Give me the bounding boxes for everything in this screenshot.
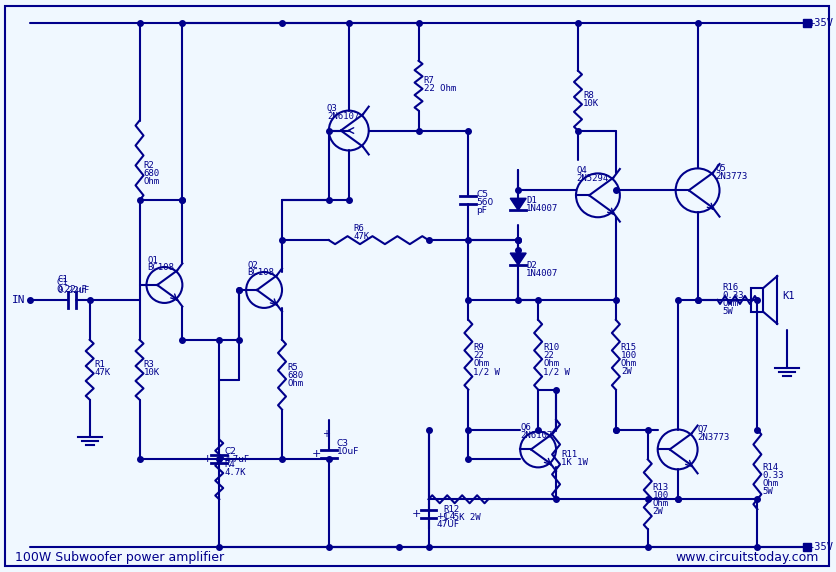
Text: R5: R5 [287, 363, 298, 372]
Text: +: + [202, 454, 212, 464]
Text: Q4: Q4 [575, 166, 586, 175]
Text: 1/2 W: 1/2 W [543, 367, 569, 376]
Text: Q1: Q1 [147, 256, 158, 265]
Text: BC108: BC108 [147, 263, 174, 272]
Text: Ohm: Ohm [143, 177, 160, 186]
Text: 47UF: 47UF [436, 520, 459, 529]
Text: R15: R15 [620, 343, 636, 352]
Text: 0.33: 0.33 [721, 292, 743, 300]
Text: C5: C5 [476, 190, 487, 199]
Text: D2: D2 [526, 261, 536, 269]
Polygon shape [510, 198, 526, 210]
Text: +35V: +35V [808, 18, 832, 28]
Text: R9: R9 [473, 343, 483, 352]
Text: 1N4007: 1N4007 [526, 204, 558, 213]
Text: 1N4007: 1N4007 [526, 268, 558, 277]
Text: Ohm: Ohm [652, 499, 668, 508]
Text: R10: R10 [543, 343, 558, 352]
Text: 47K: 47K [94, 368, 110, 377]
Text: 22: 22 [543, 351, 553, 360]
Text: C1: C1 [57, 278, 69, 287]
Text: Ohm: Ohm [620, 359, 636, 368]
Text: 22 Ohm: 22 Ohm [423, 84, 456, 93]
Text: R3: R3 [143, 360, 154, 370]
Text: +: + [322, 430, 329, 439]
Text: 4.7K: 4.7K [224, 468, 246, 477]
Text: 10uF: 10uF [336, 447, 359, 456]
Text: BC108: BC108 [247, 268, 273, 276]
Text: 10K: 10K [583, 99, 599, 108]
Text: Q5: Q5 [715, 164, 726, 173]
Text: K1: K1 [782, 291, 794, 301]
Polygon shape [510, 253, 526, 265]
Text: R2: R2 [143, 161, 154, 170]
Text: Ohm: Ohm [721, 299, 737, 308]
Text: R8: R8 [583, 91, 593, 100]
Text: -35V: -35V [808, 542, 832, 552]
Text: +: + [312, 450, 321, 459]
Text: 2W: 2W [620, 367, 631, 376]
Text: R16: R16 [721, 284, 737, 292]
Text: R13: R13 [652, 483, 668, 492]
Text: C1
0.22uF: C1 0.22uF [58, 275, 90, 295]
Text: +C4: +C4 [436, 512, 456, 521]
Text: Q2: Q2 [247, 261, 257, 269]
Text: 2N3773: 2N3773 [715, 172, 747, 181]
Text: 2W: 2W [652, 507, 663, 516]
Text: Ohm: Ohm [543, 359, 558, 368]
Text: Q3: Q3 [327, 104, 337, 113]
Text: 2N6107: 2N6107 [327, 112, 359, 121]
Text: IN: IN [12, 295, 25, 305]
Text: 1.5K 2W: 1.5K 2W [443, 513, 481, 522]
Text: pF: pF [476, 206, 487, 215]
Text: 4.7uF: 4.7uF [224, 455, 249, 464]
Text: R14: R14 [762, 463, 777, 472]
Text: 100W Subwoofer power amplifier: 100W Subwoofer power amplifier [15, 551, 224, 563]
Text: C3: C3 [336, 439, 349, 448]
Text: Q6: Q6 [520, 423, 530, 432]
Text: 560: 560 [476, 198, 493, 207]
Text: 680: 680 [143, 169, 160, 178]
Text: Ohm: Ohm [762, 479, 777, 488]
Bar [751, 288, 762, 312]
Text: 22: 22 [473, 351, 483, 360]
Text: 2N5294: 2N5294 [575, 174, 608, 183]
Text: Ohm: Ohm [287, 379, 303, 388]
Text: 2N3773: 2N3773 [696, 433, 729, 442]
Text: R11: R11 [560, 450, 577, 459]
Text: C2: C2 [224, 447, 236, 456]
Text: 5W: 5W [762, 487, 772, 496]
Text: 0.33: 0.33 [762, 471, 783, 480]
Text: R7: R7 [423, 76, 434, 85]
Text: www.circuitstoday.com: www.circuitstoday.com [675, 551, 818, 563]
Text: 47K: 47K [354, 232, 370, 241]
Text: 100: 100 [620, 351, 636, 360]
Text: 0.22uF: 0.22uF [57, 285, 88, 294]
Text: 1/2 W: 1/2 W [473, 367, 500, 376]
Text: R4: R4 [224, 460, 235, 469]
Text: 10K: 10K [143, 368, 160, 377]
Text: R12: R12 [443, 505, 459, 514]
Text: +: + [411, 509, 421, 519]
Text: D1: D1 [526, 196, 536, 205]
Text: R1: R1 [94, 360, 105, 370]
Text: 100: 100 [652, 491, 668, 500]
Text: Ohm: Ohm [473, 359, 489, 368]
Text: 2N6107: 2N6107 [520, 431, 552, 440]
Text: Q7: Q7 [696, 425, 707, 434]
Text: 5W: 5W [721, 307, 732, 316]
Text: R6: R6 [354, 224, 364, 233]
Text: 1K 1W: 1K 1W [560, 458, 587, 467]
Text: 680: 680 [287, 371, 303, 380]
